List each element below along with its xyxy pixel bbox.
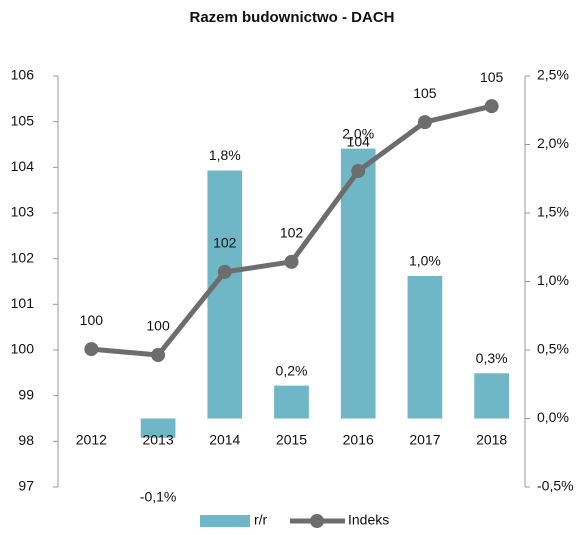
bar-value-label: -0,1%: [140, 488, 177, 504]
bar-value-label: 0,2%: [276, 362, 308, 378]
line-value-label: 102: [280, 225, 304, 241]
y2-tick-label: 2,5%: [537, 67, 569, 83]
bar: [274, 385, 309, 419]
y-tick-label: 105: [11, 112, 35, 128]
legend-swatch: [200, 515, 250, 527]
y-tick-label: 106: [11, 67, 35, 83]
line-marker: [417, 115, 432, 130]
line-value-label: 105: [480, 69, 504, 85]
bar: [474, 373, 509, 419]
bar-value-label: 1,8%: [209, 147, 241, 163]
x-tick-label: 2012: [76, 432, 107, 448]
y2-tick-label: 0,0%: [537, 409, 569, 425]
chart-title: Razem budownictwo - DACH: [190, 9, 395, 26]
x-tick-label: 2014: [209, 432, 240, 448]
x-tick-label: 2015: [276, 432, 307, 448]
bar: [140, 418, 176, 438]
y2-tick-label: 2,0%: [537, 135, 569, 151]
legend-label: Indeks: [348, 512, 389, 528]
legend-marker: [310, 514, 324, 528]
line-value-label: 104: [347, 134, 371, 150]
line-marker: [351, 163, 366, 178]
bar-value-label: 1,0%: [409, 253, 441, 269]
y-tick-label: 101: [11, 295, 35, 311]
y-tick-label: 100: [11, 341, 35, 357]
legend-label: r/r: [254, 512, 268, 528]
y-tick-label: 103: [11, 204, 35, 220]
y-tick-label: 104: [11, 158, 35, 174]
line-value-label: 100: [146, 318, 170, 334]
line-marker: [484, 99, 499, 114]
bar-value-label: 0,3%: [476, 350, 508, 366]
y2-tick-label: -0,5%: [537, 478, 574, 494]
line-value-label: 102: [213, 235, 237, 251]
x-tick-label: 2013: [142, 432, 173, 448]
bar: [340, 148, 376, 419]
line-marker: [151, 348, 166, 363]
line-marker: [217, 264, 232, 279]
y2-tick-label: 1,0%: [537, 272, 569, 288]
x-tick-label: 2016: [343, 432, 374, 448]
line-marker: [284, 254, 299, 269]
bar: [207, 170, 243, 419]
line-value-label: 105: [413, 85, 437, 101]
line-marker: [84, 342, 99, 357]
bar-value-label: 2,0%: [342, 125, 374, 141]
x-tick-label: 2018: [476, 432, 507, 448]
y2-tick-label: 0,5%: [537, 341, 569, 357]
y-tick-label: 97: [18, 478, 34, 494]
x-tick-label: 2017: [409, 432, 440, 448]
line-value-label: 100: [80, 312, 104, 328]
y-tick-label: 102: [11, 249, 35, 265]
y2-tick-label: 1,5%: [537, 204, 569, 220]
y-tick-label: 99: [18, 386, 34, 402]
y-tick-label: 98: [18, 432, 34, 448]
bar: [407, 276, 443, 419]
